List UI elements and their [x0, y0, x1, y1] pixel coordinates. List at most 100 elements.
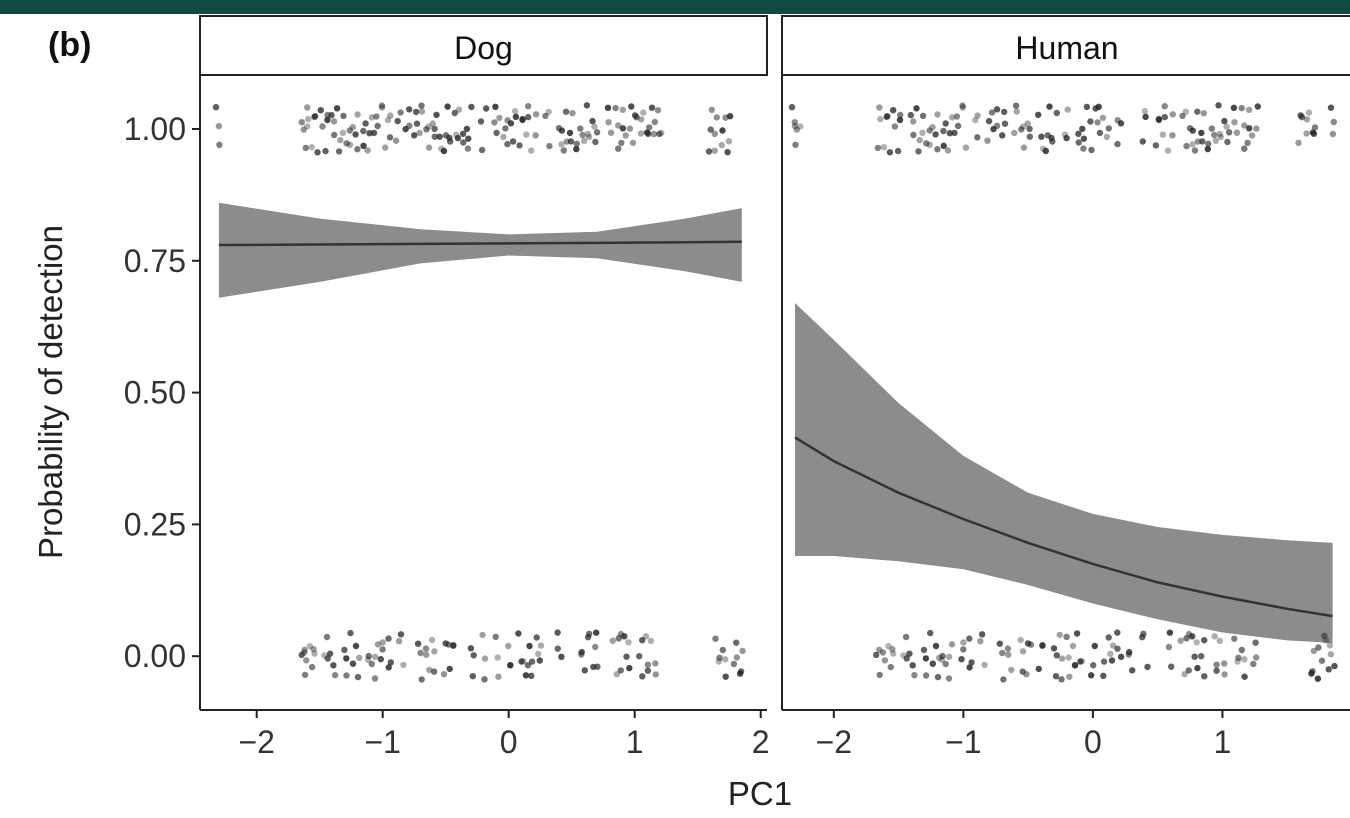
x-tick-label: −2	[238, 724, 274, 760]
data-point-not-detected	[482, 655, 488, 661]
data-point-not-detected	[528, 673, 534, 679]
data-point-detected	[649, 105, 655, 111]
data-point-not-detected	[505, 643, 511, 649]
y-tick-label: 0.00	[124, 638, 186, 674]
data-point-not-detected	[350, 661, 356, 667]
data-point-detected	[1156, 117, 1162, 123]
data-point-detected	[350, 124, 356, 130]
data-point-detected	[395, 118, 401, 124]
data-point-detected	[1100, 115, 1106, 121]
data-point-detected	[1065, 106, 1071, 112]
data-point-not-detected	[396, 638, 402, 644]
data-point-detected	[584, 102, 590, 108]
data-point-detected	[1217, 131, 1223, 137]
data-point-detected	[352, 131, 358, 137]
facet-strip-label: Dog	[454, 30, 513, 66]
data-point-not-detected	[1231, 636, 1237, 642]
data-point-detected	[714, 114, 720, 120]
data-point-detected	[1104, 134, 1110, 140]
data-point-not-detected	[1191, 654, 1197, 660]
data-point-detected	[437, 134, 443, 140]
data-point-not-detected	[303, 657, 309, 663]
data-point-detected	[1221, 118, 1227, 124]
data-point-detected	[1088, 147, 1094, 153]
y-axis-title: Probability of detection	[32, 225, 69, 559]
data-point-detected	[414, 121, 420, 127]
data-point-detected	[963, 144, 969, 150]
data-point-detected	[792, 119, 798, 125]
data-point-not-detected	[1221, 671, 1227, 677]
data-point-not-detected	[1063, 634, 1069, 640]
data-point-detected	[628, 103, 634, 109]
data-point-detected	[322, 148, 328, 154]
data-point-detected	[1183, 109, 1189, 115]
data-point-not-detected	[1166, 644, 1172, 650]
data-point-detected	[340, 113, 346, 119]
data-point-detected	[213, 104, 219, 110]
data-point-not-detected	[1053, 673, 1059, 679]
data-point-not-detected	[1213, 662, 1219, 668]
data-point-detected	[883, 114, 889, 120]
data-point-not-detected	[1000, 676, 1006, 682]
data-point-not-detected	[923, 655, 929, 661]
data-point-not-detected	[625, 639, 631, 645]
data-point-detected	[792, 142, 798, 148]
data-point-not-detected	[958, 656, 964, 662]
data-point-detected	[468, 104, 474, 110]
data-point-detected	[974, 134, 980, 140]
data-point-detected	[331, 132, 337, 138]
data-point-detected	[1106, 125, 1112, 131]
data-point-detected	[712, 148, 718, 154]
data-point-detected	[724, 149, 730, 155]
data-point-not-detected	[1051, 645, 1057, 651]
data-point-not-detected	[515, 630, 521, 636]
data-point-detected	[337, 137, 343, 143]
data-point-detected	[605, 119, 611, 125]
data-point-detected	[589, 118, 595, 124]
data-point-not-detected	[398, 631, 404, 637]
confidence-band	[795, 303, 1333, 643]
data-point-detected	[1087, 118, 1093, 124]
data-point-detected	[1153, 142, 1159, 148]
data-point-detected	[618, 140, 624, 146]
data-point-detected	[573, 146, 579, 152]
x-tick-label: −1	[945, 724, 981, 760]
data-point-not-detected	[1168, 664, 1174, 670]
data-point-not-detected	[722, 656, 728, 662]
data-point-not-detected	[1252, 640, 1258, 646]
data-point-detected	[1231, 119, 1237, 125]
data-point-detected	[984, 138, 990, 144]
data-point-not-detected	[1088, 672, 1094, 678]
data-point-detected	[1198, 130, 1204, 136]
data-point-detected	[492, 104, 498, 110]
top-banner-bar	[0, 0, 1350, 14]
data-point-detected	[314, 149, 320, 155]
data-point-not-detected	[518, 658, 524, 664]
data-point-detected	[1183, 143, 1189, 149]
data-point-not-detected	[1194, 665, 1200, 671]
data-point-detected	[479, 147, 485, 153]
data-point-not-detected	[386, 664, 392, 670]
data-point-detected	[354, 111, 360, 117]
data-point-detected	[563, 109, 569, 115]
data-point-detected	[216, 123, 222, 129]
data-point-not-detected	[470, 673, 476, 679]
data-point-not-detected	[966, 664, 972, 670]
data-point-detected	[456, 106, 462, 112]
data-point-detected	[1014, 108, 1020, 114]
data-point-detected	[955, 123, 961, 129]
data-point-not-detected	[1217, 638, 1223, 644]
data-point-detected	[727, 113, 733, 119]
data-point-detected	[309, 144, 315, 150]
data-point-detected	[301, 126, 307, 132]
data-point-not-detected	[1058, 676, 1064, 682]
data-point-detected	[1295, 140, 1301, 146]
data-point-detected	[568, 138, 574, 144]
data-point-not-detected	[1144, 664, 1150, 670]
y-tick-label: 0.50	[124, 375, 186, 411]
data-point-detected	[719, 142, 725, 148]
data-point-not-detected	[1023, 671, 1029, 677]
data-point-not-detected	[1072, 662, 1078, 668]
data-point-detected	[972, 117, 978, 123]
